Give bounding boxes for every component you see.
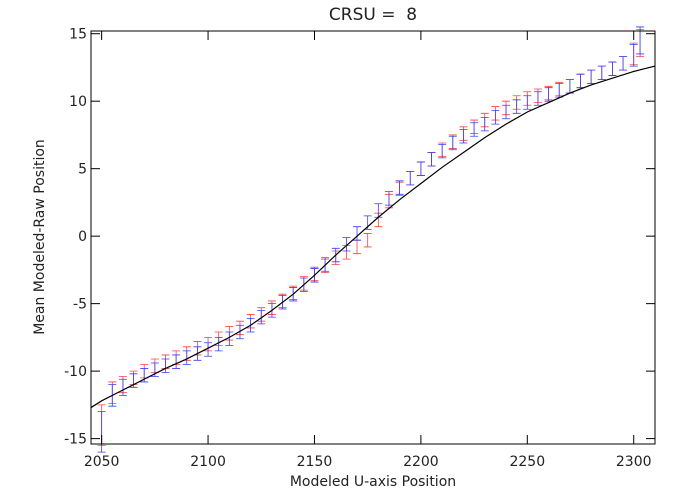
error-bar <box>491 110 500 125</box>
y-tick-label: -15 <box>64 432 87 448</box>
error-bar <box>97 411 106 453</box>
error-bar <box>629 44 638 67</box>
error-bar <box>608 61 617 76</box>
y-tick-label: -10 <box>64 364 87 380</box>
error-bar <box>480 116 489 132</box>
error-bar <box>353 226 362 241</box>
x-tick-label: 2250 <box>509 454 545 470</box>
x-tick-label: 2100 <box>190 454 226 470</box>
error-bar <box>363 233 372 248</box>
error-bar <box>129 373 138 388</box>
error-bar <box>619 56 628 71</box>
y-tick-label: 10 <box>69 94 87 110</box>
error-bar <box>427 152 436 167</box>
x-tick-label: 2050 <box>84 454 120 470</box>
model-line <box>90 65 656 409</box>
error-bar <box>150 362 159 377</box>
error-bar <box>225 331 234 346</box>
y-axis-label: Mean Modeled-Raw Position <box>32 139 48 335</box>
error-bar <box>161 358 170 373</box>
error-bar <box>565 79 574 94</box>
y-tick-label: -5 <box>73 297 87 313</box>
error-bar <box>555 83 564 98</box>
error-bar <box>342 237 351 252</box>
y-tick-label: 0 <box>78 229 87 245</box>
error-bar <box>182 350 191 365</box>
error-bar <box>140 368 149 383</box>
y-tick-label: 15 <box>69 27 87 43</box>
error-bar <box>416 161 425 176</box>
y-tick-label: 5 <box>78 162 87 178</box>
error-bar <box>523 95 532 110</box>
error-bar <box>597 65 606 80</box>
error-bar <box>395 180 404 195</box>
error-bar <box>384 191 393 206</box>
error-bar <box>204 342 213 357</box>
error-bar <box>353 239 362 255</box>
error-bar <box>448 135 457 151</box>
error-bar <box>544 87 553 102</box>
plot-frame <box>90 30 656 445</box>
error-bar <box>459 129 468 144</box>
error-bar <box>576 73 585 89</box>
chart-title: CRSU = 8 <box>329 5 417 25</box>
x-tick-label: 2150 <box>297 454 333 470</box>
error-bar <box>512 99 521 114</box>
x-axis-label: Modeled U-axis Position <box>290 474 456 490</box>
error-bar <box>470 122 479 137</box>
error-bar <box>533 91 542 106</box>
x-tick-label: 2200 <box>403 454 439 470</box>
error-bar <box>502 104 511 120</box>
error-bar <box>172 354 181 369</box>
error-bar <box>587 69 596 85</box>
error-bar <box>214 336 223 352</box>
x-tick-label: 2300 <box>616 454 652 470</box>
error-bar <box>118 378 127 396</box>
error-bar <box>438 143 447 159</box>
error-bar <box>406 170 415 186</box>
